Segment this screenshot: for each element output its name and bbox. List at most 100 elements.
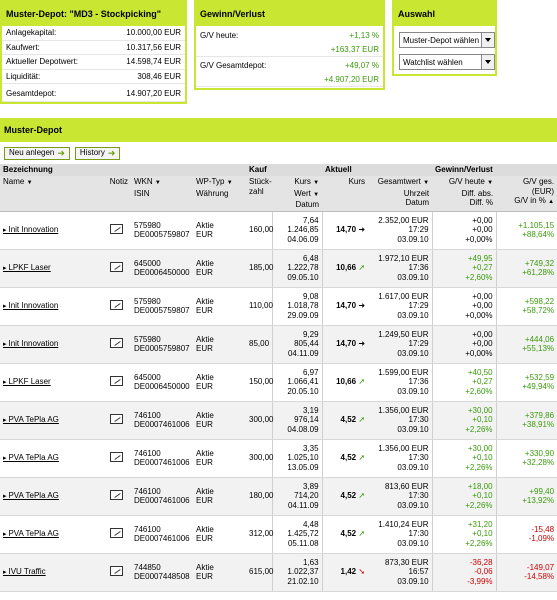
new-depot-label: Neu anlegen <box>9 148 55 157</box>
col-gv-ges[interactable]: G/V ges. (EUR) G/V in % ▲ <box>496 176 557 212</box>
position-name-link[interactable]: Init Innovation <box>3 301 58 310</box>
quote-time: 16:57 <box>408 567 429 577</box>
cell-type: Aktie EUR <box>193 553 247 592</box>
new-depot-button[interactable]: Neu anlegen ➜ <box>4 146 70 160</box>
position-name-link[interactable]: LPKF Laser <box>3 377 51 386</box>
gv-today-pct: +0,00% <box>465 348 493 358</box>
depot-select[interactable]: Muster-Depot wählen <box>399 32 495 48</box>
note-edit-icon[interactable] <box>109 565 123 576</box>
cell-quantity: 180,00 <box>246 477 274 516</box>
col-gv-heute[interactable]: G/V heute ▼ Diff. abs. Diff. % <box>432 176 497 212</box>
cell-gv-total: +598,22 +58,72% <box>495 287 557 326</box>
table-group-header: Bezeichnung Kauf Aktuell Gewinn/Verlust <box>0 164 557 176</box>
depot-summary-label: Liquidität: <box>6 71 41 81</box>
buy-value: 1.246,85 <box>287 225 319 235</box>
cell-wkn-isin: 645000 DE0006450000 <box>131 249 193 288</box>
depot-summary-label: Aktueller Depotwert: <box>6 57 79 66</box>
position-name-link[interactable]: Init Innovation <box>3 339 58 348</box>
cell-quantity: 150,00 <box>246 363 274 402</box>
quote-time: 17:30 <box>408 529 429 539</box>
cell-wkn-isin: 575980 DE0005759807 <box>131 287 193 326</box>
quote-time: 17:30 <box>408 415 429 425</box>
quantity: 615,00 <box>249 567 274 577</box>
currency: EUR <box>196 306 213 315</box>
watchlist-select[interactable]: Watchlist wählen <box>399 54 495 70</box>
quantity: 300,00 <box>249 453 274 463</box>
cell-current-price: 1,42 ➘ <box>321 553 369 592</box>
gv-today-abs: +40,50 <box>467 367 493 377</box>
chevron-down-icon[interactable] <box>481 55 494 69</box>
note-edit-icon[interactable] <box>109 261 123 272</box>
col-name[interactable]: Name ▼ <box>0 176 101 212</box>
gv-today-abs: +0,00 <box>472 291 493 301</box>
position-name-link[interactable]: PVA TePla AG <box>3 415 59 424</box>
note-edit-icon[interactable] <box>109 299 123 310</box>
depot-summary-row: Liquidität: 308,46 EUR <box>2 70 185 84</box>
isin: DE0005759807 <box>134 306 190 315</box>
cell-type: Aktie EUR <box>193 439 247 478</box>
watchlist-select-value: Watchlist wählen <box>403 57 463 67</box>
cell-wkn-isin: 746100 DE0007461006 <box>131 401 193 440</box>
position-name-link[interactable]: IVU Traffic <box>3 567 46 576</box>
quote-time: 17:30 <box>408 453 429 463</box>
note-edit-icon[interactable] <box>109 413 123 424</box>
col-wkn-isin[interactable]: WKN ▼ ISIN <box>131 176 193 212</box>
currency: EUR <box>196 420 213 429</box>
position-name-link[interactable]: Init Innovation <box>3 225 58 234</box>
quantity: 180,00 <box>249 491 274 501</box>
gv-total-pct: +49,94% <box>522 382 555 391</box>
trend-right-icon: ➜ <box>358 225 366 235</box>
arrow-right-icon: ➜ <box>57 148 65 158</box>
note-edit-icon[interactable] <box>109 489 123 500</box>
col-notiz-label: Notiz <box>109 177 128 186</box>
gv-today-pct: +0,00% <box>465 310 493 320</box>
currency: EUR <box>196 268 213 277</box>
cell-gv-today: +30,00 +0,10 +2,26% <box>431 401 497 440</box>
position-name-link[interactable]: LPKF Laser <box>3 263 51 272</box>
col-wptyp[interactable]: WP-Typ ▼ Währung <box>193 176 247 212</box>
gv-today-pct: +2,26% <box>465 538 493 548</box>
note-edit-icon[interactable] <box>109 337 123 348</box>
gv-total-abs: -149,07 <box>526 562 555 572</box>
wkn: 575980 <box>134 220 161 230</box>
note-edit-icon[interactable] <box>109 375 123 386</box>
gv-total-abs-row: +4.907,20 EUR <box>196 73 383 87</box>
cell-gv-today: +30,00 +0,10 +2,26% <box>431 439 497 478</box>
buy-price: 9,08 <box>302 291 319 301</box>
col-notiz: Notiz <box>101 176 131 212</box>
cell-buy: 1,63 1.022,37 21.02.10 <box>271 553 323 592</box>
total-value: 1.249,50 EUR <box>378 329 429 339</box>
isin: DE0007461006 <box>134 496 190 505</box>
gv-today-abs: +0,00 <box>472 329 493 339</box>
currency: EUR <box>196 382 213 391</box>
buy-date: 05.11.08 <box>287 538 319 548</box>
buy-date: 04.11.09 <box>287 500 319 510</box>
chevron-down-icon[interactable] <box>481 33 494 47</box>
depot-summary-label: Gesamtdepot: <box>6 89 57 98</box>
quote-time: 17:30 <box>408 491 429 501</box>
col-datum-label: Datum <box>295 200 320 209</box>
isin: DE0007448508 <box>134 572 190 581</box>
history-button[interactable]: History ➜ <box>74 146 121 160</box>
note-edit-icon[interactable] <box>109 451 123 462</box>
cell-gv-total: +1.105,15 +88,64% <box>495 211 557 250</box>
gv-total-pct: +13,92% <box>522 496 555 505</box>
position-name-link[interactable]: PVA TePla AG <box>3 529 59 538</box>
col-kauf[interactable]: Kurs ▼ Wert ▼ Datum <box>272 176 323 212</box>
col-gesamtwert[interactable]: Gesamtwert ▼ Uhrzeit Datum <box>368 176 433 212</box>
cell-quantity: 185,00 <box>246 249 274 288</box>
depot-summary-label: Anlagekapital: <box>6 28 57 37</box>
cell-total-value: 1.410,24 EUR 17:30 03.09.10 <box>368 515 433 554</box>
note-edit-icon[interactable] <box>109 527 123 538</box>
cell-current-price: 4,52 ➚ <box>321 515 369 554</box>
cell-type: Aktie EUR <box>193 287 247 326</box>
position-name-link[interactable]: PVA TePla AG <box>3 453 59 462</box>
note-edit-icon[interactable] <box>109 223 123 234</box>
buy-price: 9,29 <box>302 329 319 339</box>
gv-today-diff: +0,00 <box>472 301 493 311</box>
currency: EUR <box>196 458 213 467</box>
gv-today-abs-row: +163,37 EUR <box>196 43 383 57</box>
quote-date: 03.09.10 <box>397 386 429 396</box>
position-name-link[interactable]: PVA TePla AG <box>3 491 59 500</box>
isin: DE0007461006 <box>134 458 190 467</box>
